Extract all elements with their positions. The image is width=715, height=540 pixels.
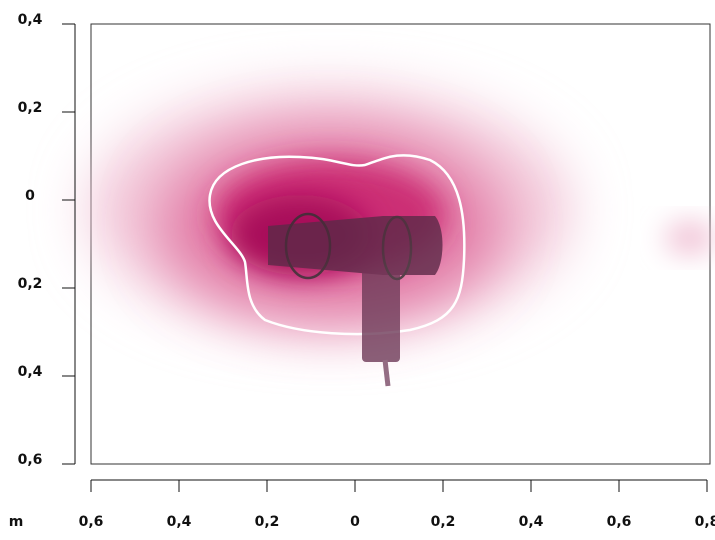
x-tick-label: 0,6 (607, 514, 632, 530)
contour (208, 154, 466, 336)
y-tick-label: 0 (25, 188, 35, 204)
y-tick-label: 0,2 (18, 100, 43, 116)
x-tick-label: 0,6 (79, 514, 104, 530)
y-tick-label: 0,4 (18, 12, 43, 28)
x-tick-label: 0 (350, 514, 360, 530)
hair-dryer (268, 212, 443, 387)
x-tick-label: 0,8 (695, 514, 715, 530)
x-tick-label: 0,4 (167, 514, 192, 530)
unit-label: m (9, 514, 24, 530)
x-tick-label: 0,2 (255, 514, 280, 530)
x-tick-label: 0,4 (519, 514, 544, 530)
y-tick-label: 0,2 (18, 276, 43, 292)
y-tick-label: 0,4 (18, 364, 43, 380)
x-tick-label: 0,2 (431, 514, 456, 530)
y-tick-label: 0,6 (18, 452, 43, 468)
